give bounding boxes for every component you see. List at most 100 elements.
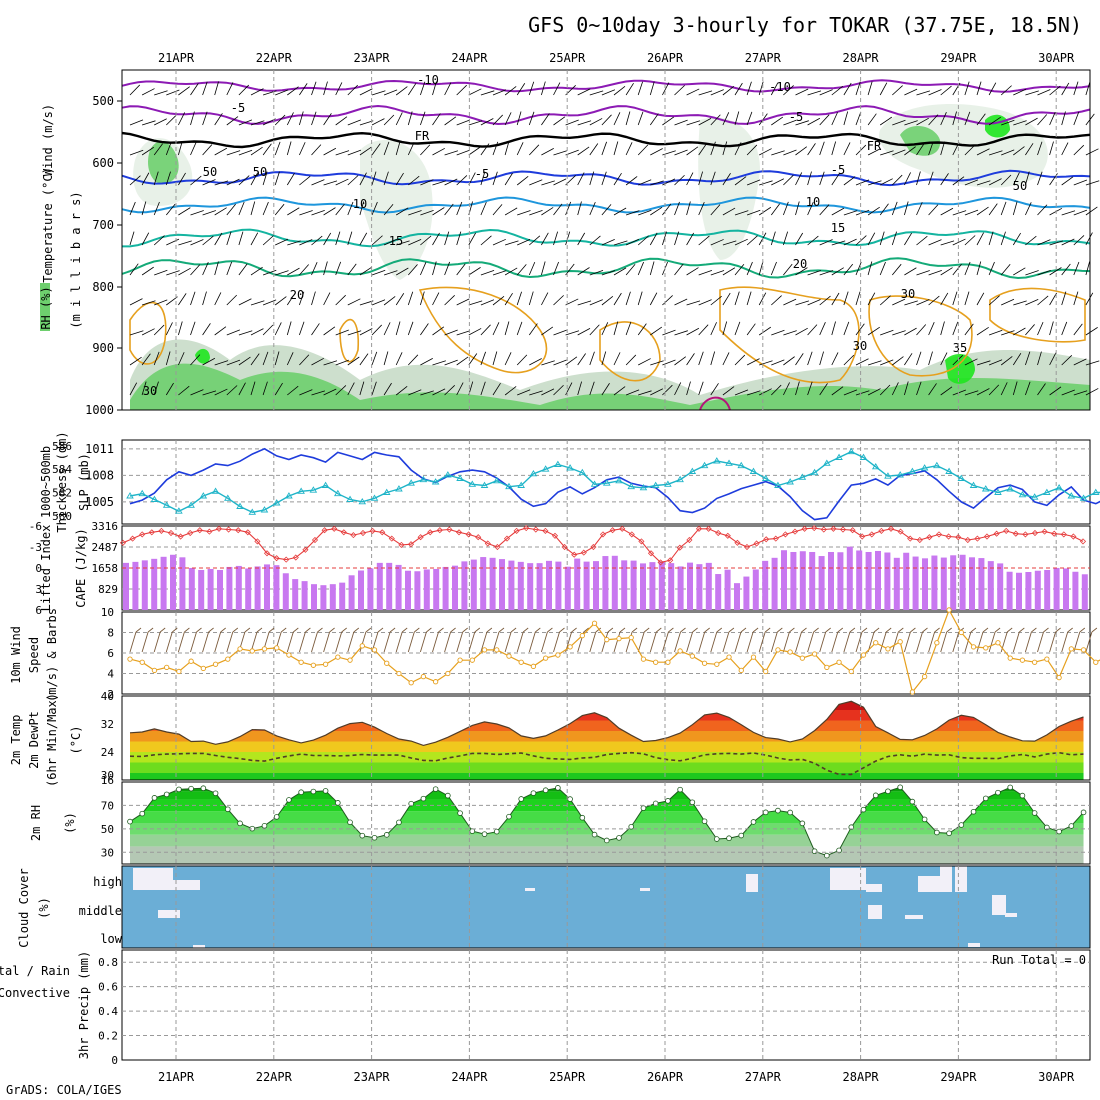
wind10-marker <box>640 656 647 662</box>
wind-barb <box>1061 389 1075 396</box>
upper-ylabel-wind: Wind (m/s) <box>41 104 55 176</box>
li-marker <box>235 527 242 534</box>
wind-barb <box>541 326 554 336</box>
li-marker <box>734 539 741 546</box>
cape-bar <box>1006 571 1013 610</box>
wind-barb <box>516 142 524 156</box>
temp-band <box>130 773 1084 780</box>
temp2m-line <box>129 700 1084 747</box>
wind-barb <box>335 385 347 396</box>
wind-barb <box>335 359 349 366</box>
wind10-marker <box>860 652 867 658</box>
wind-barb <box>504 292 513 306</box>
contour-label: 20 <box>290 288 304 302</box>
wind-barb <box>879 261 886 276</box>
wind-barb <box>892 298 906 306</box>
wind10-barb-tick <box>825 627 831 633</box>
bottom-date-label: 29APR <box>940 1070 977 1084</box>
wind10-marker <box>555 652 561 658</box>
thickness-marker <box>431 478 440 485</box>
wind-barb <box>940 85 952 96</box>
wind-barb <box>190 111 195 126</box>
wind10-barb <box>129 631 137 653</box>
temp-tick-label: 16 <box>101 774 114 787</box>
cape-bar <box>1072 571 1079 610</box>
rh2m-marker <box>567 796 573 802</box>
wind10-barb <box>298 631 306 653</box>
wind-barb <box>964 390 979 396</box>
wind-barb <box>831 321 836 336</box>
top-date-axis: 21APR 22APR 23APR 24APR 25APR 26APR 27APR 28APR… <box>158 51 1075 65</box>
wind-barb <box>432 113 441 126</box>
cloud-ylabel-2: (%) <box>37 897 51 919</box>
cape-bar <box>705 562 712 610</box>
wind-barb <box>710 322 717 336</box>
wind-tick-label: 8 <box>107 627 114 640</box>
run-total-label: Run Total = 0 <box>992 953 1086 967</box>
wind10-barb <box>1037 631 1044 653</box>
rh2m-marker <box>383 832 390 838</box>
li-marker <box>254 538 261 545</box>
wind-barb <box>891 231 897 246</box>
li-marker <box>916 536 923 544</box>
wind10-marker <box>420 673 427 680</box>
wind-barb <box>274 322 282 336</box>
wind10-marker <box>653 659 659 665</box>
wind-barb <box>299 291 305 306</box>
wind-barb <box>577 381 583 396</box>
wind10-barb-tick <box>438 627 444 633</box>
wind-barb <box>129 119 144 126</box>
wind-barb <box>407 142 415 156</box>
wind-barb <box>1013 327 1026 336</box>
thickness-marker <box>713 457 721 464</box>
li-marker <box>1079 538 1087 545</box>
wind-barb <box>867 360 882 366</box>
wind-barb <box>202 390 217 396</box>
wind-barb <box>819 239 833 246</box>
cape-bar <box>1063 568 1069 610</box>
wind10-barb-tick <box>329 627 335 633</box>
wind-barb <box>190 264 201 276</box>
wind-barb <box>662 329 676 336</box>
wind-barb <box>395 207 409 216</box>
wind-barb <box>928 171 934 186</box>
wind-barb <box>843 321 850 336</box>
li-marker <box>350 532 357 539</box>
cape-bar <box>677 566 684 610</box>
wind-barb <box>165 322 173 336</box>
li-marker <box>263 550 271 557</box>
wind10-marker <box>1068 646 1074 652</box>
wind-barb <box>734 291 740 306</box>
wind-barb <box>577 172 585 186</box>
wind-barb <box>407 291 414 306</box>
wind-barb <box>1037 171 1043 186</box>
rh2m-marker <box>432 786 439 792</box>
wind-barb <box>262 143 272 156</box>
wind-barb <box>154 90 168 96</box>
wind-barb <box>166 238 180 246</box>
wind-barb <box>940 292 949 306</box>
wind10-marker <box>1007 655 1013 661</box>
wind-barb <box>287 385 299 396</box>
upper-air-frame <box>121 69 1091 411</box>
wind-barb <box>589 324 600 336</box>
wind10-barb-tick <box>377 627 384 633</box>
cape-bar <box>865 551 872 610</box>
rh2m-marker <box>359 832 366 839</box>
wind-barb <box>238 330 253 336</box>
wind-barb <box>976 261 982 276</box>
temp-ylabel-1: 2m Temp <box>9 715 23 766</box>
wind10-marker <box>286 652 292 658</box>
wind10-barb-tick <box>789 627 795 633</box>
wind10-barb-tick <box>232 627 239 633</box>
wind10-marker <box>738 667 744 674</box>
rh2m-marker <box>261 823 268 829</box>
temp-bottom-tick: 30 <box>101 769 114 782</box>
li-marker <box>369 527 376 534</box>
thickness-marker <box>297 487 305 494</box>
wind-barb <box>383 204 394 216</box>
wind-barb <box>771 150 785 156</box>
cloud-level-label: high <box>93 875 122 889</box>
li-marker <box>129 535 136 542</box>
